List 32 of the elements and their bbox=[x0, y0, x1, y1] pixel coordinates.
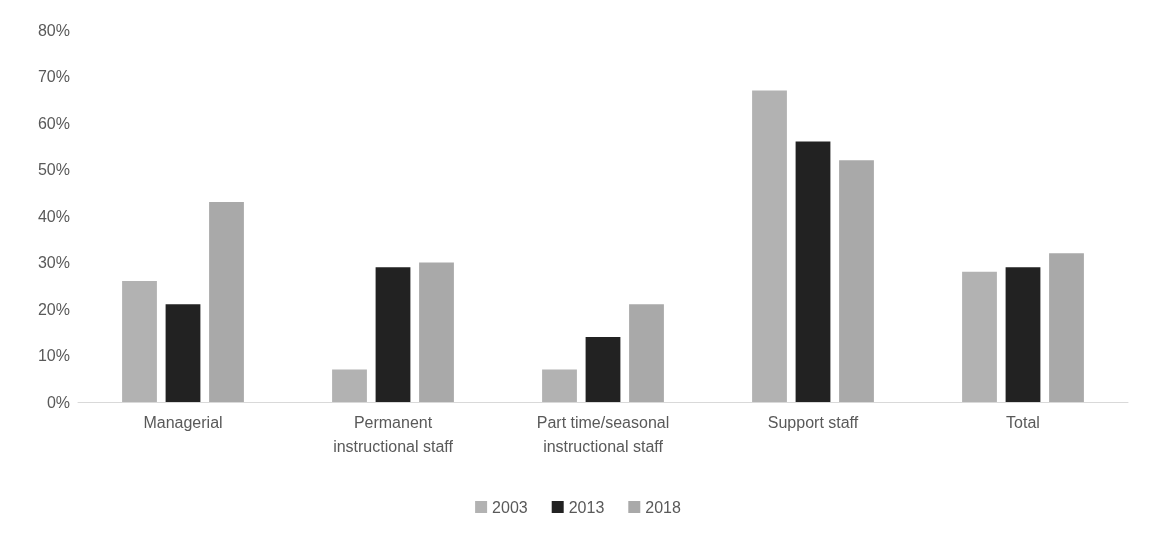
legend-label: 2018 bbox=[645, 498, 681, 516]
x-tick-label: Managerial bbox=[143, 413, 223, 431]
bar bbox=[839, 160, 874, 402]
legend-label: 2013 bbox=[568, 498, 605, 516]
bar bbox=[1005, 267, 1041, 402]
bar bbox=[962, 271, 997, 402]
x-tick-label: Part time/seasonal instructional staff bbox=[536, 413, 670, 455]
bar bbox=[165, 304, 201, 402]
legend-label: 2003 bbox=[492, 498, 528, 516]
x-tick-label: Total bbox=[1006, 413, 1040, 431]
y-tick-label: 70% bbox=[37, 68, 70, 85]
y-tick-label: 30% bbox=[37, 254, 70, 271]
y-tick-label: 50% bbox=[37, 161, 70, 178]
bar bbox=[332, 369, 367, 402]
y-tick-label: 40% bbox=[37, 207, 70, 225]
bar bbox=[795, 141, 831, 402]
x-tick-label: Support staff bbox=[767, 413, 859, 431]
y-tick-label: 20% bbox=[37, 300, 70, 318]
bar bbox=[209, 202, 244, 402]
y-tick-label: 0% bbox=[46, 393, 70, 411]
bar bbox=[542, 369, 577, 402]
y-tick-label: 10% bbox=[37, 347, 70, 364]
bar bbox=[1049, 253, 1084, 402]
bar bbox=[419, 262, 454, 402]
bar bbox=[629, 304, 664, 402]
bar bbox=[122, 281, 157, 402]
bar bbox=[375, 267, 411, 402]
y-tick-label: 60% bbox=[37, 114, 70, 132]
x-tick-label: Permanent instructional staff bbox=[333, 413, 454, 455]
bar bbox=[585, 336, 621, 402]
y-tick-label: 80% bbox=[37, 21, 70, 39]
bar bbox=[752, 90, 787, 402]
